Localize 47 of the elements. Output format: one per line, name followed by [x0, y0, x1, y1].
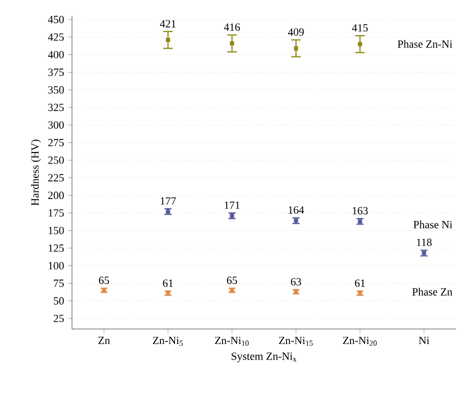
data-label: 415 [352, 24, 368, 32]
y-tick-label: 275 [48, 138, 64, 146]
x-tick-label: Zn-Ni$_{15}$ [279, 336, 313, 346]
y-tick-label: 150 [48, 226, 64, 234]
text: Phase Ni [414, 220, 452, 228]
y-tick-label: 250 [48, 156, 64, 164]
point [166, 38, 170, 42]
y-tick-label: 225 [48, 174, 64, 182]
y-tick-label: 50 [54, 297, 64, 305]
y-tick-label: 425 [48, 33, 64, 41]
y-tick-label: 175 [48, 209, 64, 217]
point [294, 46, 298, 50]
y-tick-label: 350 [48, 86, 64, 94]
data-label: 409 [288, 28, 304, 36]
y-tick-label: 450 [48, 16, 64, 24]
y-tick-label: 400 [48, 50, 64, 58]
text: Phase Zn [412, 288, 452, 296]
y-tick-label: 200 [48, 192, 64, 200]
x-tick-label: Zn-Ni$_{10}$ [215, 336, 249, 346]
data-label: 61 [162, 279, 173, 287]
data-label: 61 [354, 279, 365, 287]
y-tick-label: 375 [48, 68, 64, 76]
x-tick-label: Zn-Ni$_{5}$ [152, 336, 183, 346]
y-tick-label: 100 [48, 262, 64, 270]
data-label: 63 [290, 278, 302, 286]
x-tick-label: Ni [418, 336, 430, 344]
x-tick-label: Zn [98, 336, 110, 344]
y-tick-label: 125 [48, 244, 64, 252]
y-axis-title: Hardness (HV) [31, 140, 41, 206]
y-tick-label: 300 [48, 121, 64, 129]
y-tick-label: 25 [54, 314, 64, 322]
x-tick-label: Zn-Ni$_{20}$ [343, 336, 377, 346]
point [230, 41, 234, 46]
data-label: 177 [160, 197, 176, 205]
y-tick-label: 75 [54, 280, 64, 287]
x-axis-title: System Zn-Ni$_{x}$ [232, 352, 296, 362]
data-label: 164 [288, 206, 304, 214]
data-label: 171 [224, 202, 240, 209]
y-tick-label: 325 [48, 104, 64, 112]
data-label: 118 [416, 238, 432, 246]
point [358, 42, 362, 46]
data-label: 65 [226, 276, 238, 284]
data-label: 421 [160, 20, 176, 28]
data-label: 163 [352, 207, 368, 214]
data-label: 416 [224, 23, 240, 31]
text: Phase Zn-Ni [398, 40, 452, 48]
data-label: 65 [98, 276, 110, 284]
